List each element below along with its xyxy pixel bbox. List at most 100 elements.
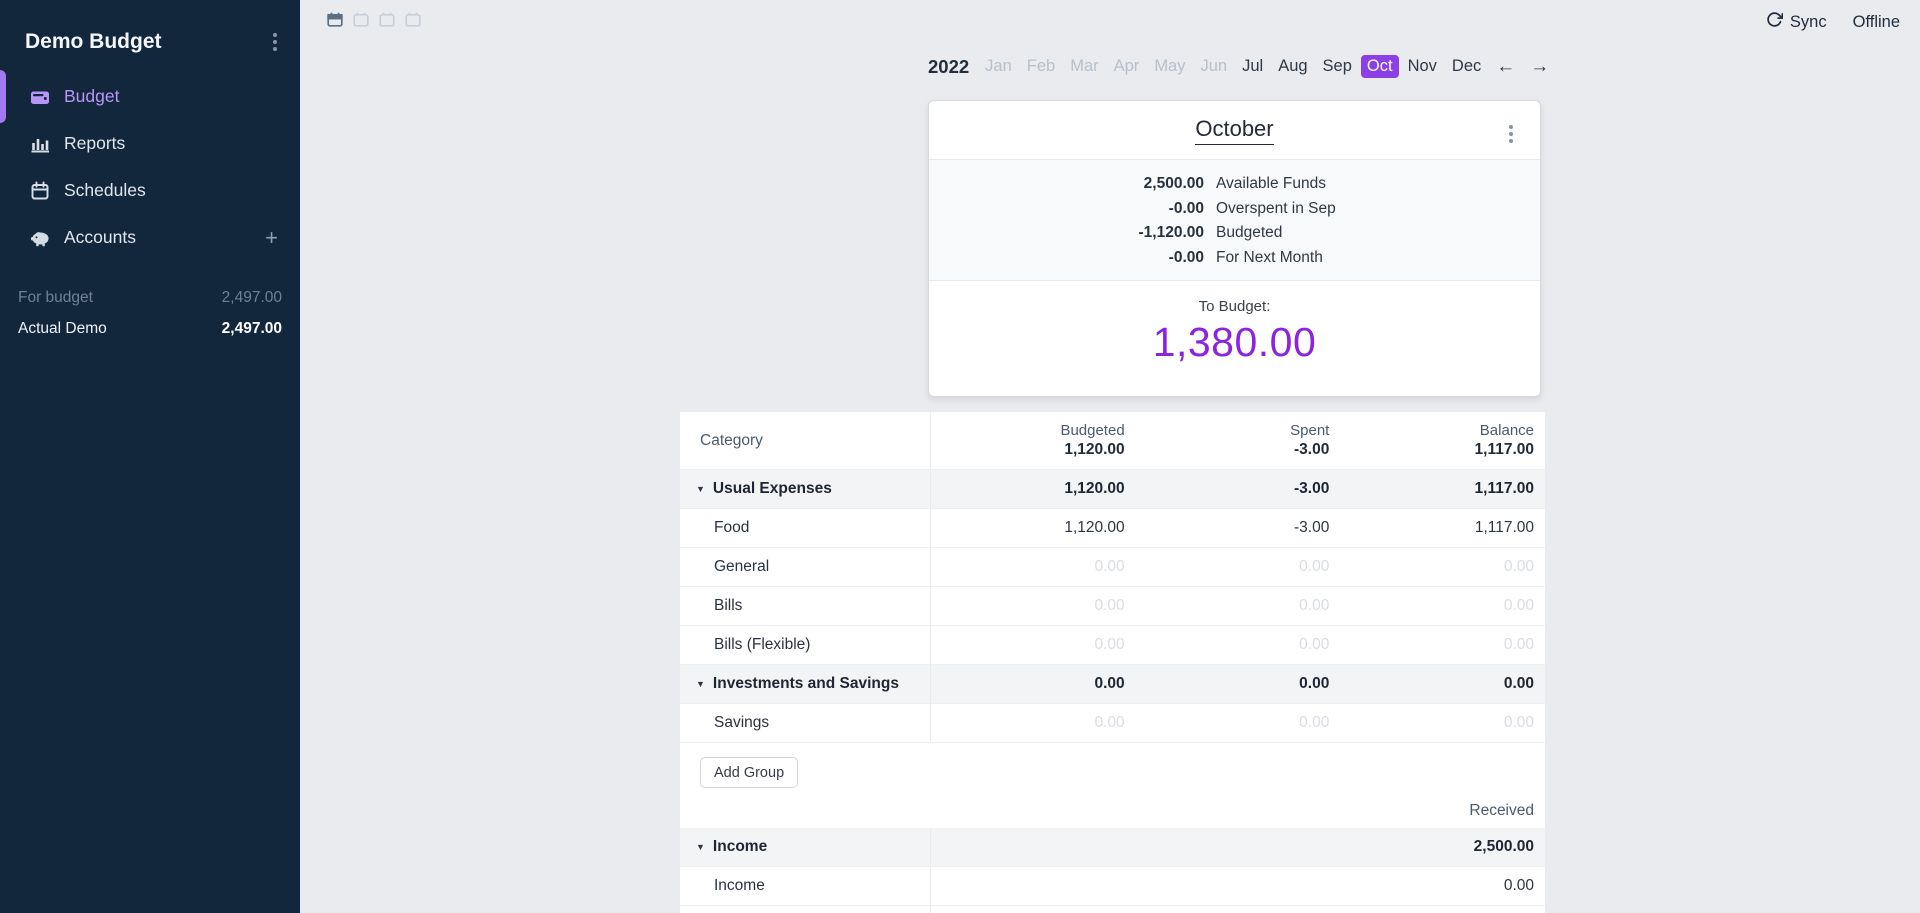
month-aug[interactable]: Aug (1278, 57, 1308, 75)
spent-cell[interactable]: -3.00 (1294, 519, 1330, 536)
category-column-header: Category (700, 431, 763, 449)
budget-file-menu-icon[interactable] (268, 28, 282, 56)
category-name[interactable]: Food (714, 519, 750, 536)
account-name: Actual Demo (18, 319, 107, 337)
budget-file-title: Demo Budget (25, 30, 162, 53)
to-budget-value[interactable]: 1,380.00 (1152, 319, 1317, 365)
for-budget-value: 2,497.00 (221, 288, 282, 306)
stat-value: -0.00 (1168, 248, 1204, 266)
column-label: Balance (1479, 422, 1535, 439)
spent-cell[interactable]: 0.00 (1299, 636, 1330, 653)
to-budget-label: To Budget: (1198, 298, 1271, 315)
sidebar-account-totals: For budget 2,497.00 Actual Demo 2,497.00 (18, 282, 282, 344)
month-menu-icon[interactable] (1504, 120, 1518, 148)
stat-value: -1,120.00 (1138, 224, 1205, 242)
spent-cell[interactable]: 0.00 (1299, 597, 1330, 614)
amount-column-headers: Budgeted 1,120.00 Spent -3.00 Balance 1,… (930, 412, 1545, 469)
budget-table: Category Budgeted 1,120.00 Spent -3.00 B… (680, 412, 1545, 913)
category-name[interactable]: Bills (Flexible) (714, 636, 811, 653)
column-total: 1,117.00 (1474, 441, 1535, 458)
month-feb[interactable]: Feb (1026, 57, 1056, 75)
month-mar[interactable]: Mar (1070, 57, 1099, 75)
column-total: 1,120.00 (1064, 441, 1125, 458)
stat-label: Budgeted (1216, 224, 1283, 242)
budgeted-cell[interactable]: 0.00 (1094, 597, 1125, 614)
received-cell[interactable]: 0.00 (930, 867, 1545, 905)
collapse-triangle-icon[interactable]: ▼ (696, 484, 705, 494)
month-title[interactable]: October (1195, 116, 1274, 145)
next-month-icon[interactable]: → (1530, 55, 1550, 77)
sidebar-item-budget[interactable]: Budget (0, 70, 300, 123)
budgeted-cell: 0.00 (1094, 675, 1125, 692)
sidebar-item-accounts[interactable]: Accounts + (0, 214, 300, 261)
month-sep[interactable]: Sep (1322, 57, 1352, 75)
sidebar-item-reports[interactable]: Reports (0, 120, 300, 167)
month-navigation: 2022 Jan Feb Mar Apr May Jun Jul Aug Sep… (928, 55, 1549, 78)
balance-cell[interactable]: 0.00 (1503, 714, 1535, 731)
spent-cell[interactable]: 0.00 (1299, 714, 1330, 731)
category-name[interactable]: General (714, 558, 770, 575)
one-month-view-icon[interactable] (327, 12, 343, 27)
offline-status: Offline (1852, 12, 1900, 31)
month-apr[interactable]: Apr (1113, 57, 1140, 75)
budgeted-cell: 1,120.00 (1064, 480, 1125, 497)
month-arrows: ← → (1496, 56, 1549, 78)
sync-label: Sync (1789, 12, 1827, 31)
spent-cell[interactable]: 0.00 (1299, 558, 1330, 575)
collapse-triangle-icon[interactable]: ▼ (696, 842, 705, 852)
account-item-actual-demo[interactable]: Actual Demo 2,497.00 (18, 313, 282, 344)
month-count-toggles (327, 12, 421, 27)
category-row-savings: Savings 0.00 0.00 0.00 (680, 704, 1545, 743)
group-row-usual-expenses: ▼ Usual Expenses 1,120.00 -3.00 1,117.00 (680, 470, 1545, 509)
budgeted-cell[interactable]: 1,120.00 (1064, 519, 1125, 536)
category-name[interactable]: Savings (714, 714, 770, 731)
two-month-view-icon[interactable] (353, 12, 369, 27)
budgeted-cell[interactable]: 0.00 (1094, 714, 1125, 731)
table-header: Category Budgeted 1,120.00 Spent -3.00 B… (680, 412, 1545, 470)
calendar-icon (30, 181, 50, 201)
spent-column-header: Spent -3.00 (1136, 412, 1341, 469)
month-jun[interactable]: Jun (1200, 57, 1228, 75)
stat-label: For Next Month (1216, 248, 1323, 266)
month-card-header: October (929, 101, 1540, 159)
month-dec[interactable]: Dec (1451, 57, 1482, 75)
spent-cell: -3.00 (1294, 480, 1330, 497)
month-nov[interactable]: Nov (1407, 57, 1437, 75)
group-name[interactable]: ▼ Usual Expenses (680, 470, 930, 508)
sidebar-nav: Budget Reports Schedules Accounts + (0, 70, 300, 261)
budgeted-cell[interactable]: 0.00 (1094, 558, 1125, 575)
three-month-view-icon[interactable] (379, 12, 395, 27)
category-name[interactable]: Income (714, 877, 765, 894)
budgeted-cell[interactable]: 0.00 (1094, 636, 1125, 653)
add-group-button[interactable]: Add Group (700, 757, 799, 788)
stat-value: -0.00 (1168, 199, 1204, 217)
month-summary-card: October 2,500.00 Available Funds -0.00 O… (928, 100, 1541, 397)
group-name[interactable]: ▼ Investments and Savings (680, 665, 930, 703)
month-jul[interactable]: Jul (1242, 57, 1264, 75)
collapse-triangle-icon[interactable]: ▼ (696, 679, 705, 689)
month-oct-selected[interactable]: Oct (1360, 55, 1399, 78)
category-row-food: Food 1,120.00 -3.00 1,117.00 (680, 509, 1545, 548)
sidebar-item-schedules[interactable]: Schedules (0, 167, 300, 214)
prev-month-icon[interactable]: ← (1496, 55, 1516, 77)
balance-cell[interactable]: 0.00 (1503, 636, 1535, 653)
category-row-bills: Bills 0.00 0.00 0.00 (680, 587, 1545, 626)
column-label: Spent (1290, 422, 1330, 439)
group-name[interactable]: ▼ Income (680, 828, 930, 866)
year-label: 2022 (928, 55, 970, 77)
four-month-view-icon[interactable] (405, 12, 421, 27)
column-total: -3.00 (1294, 441, 1330, 458)
received-total-cell: 2,500.00 (930, 828, 1545, 866)
balance-cell[interactable]: 1,117.00 (1474, 519, 1535, 536)
month-jan[interactable]: Jan (985, 57, 1012, 75)
balance-cell[interactable]: 0.00 (1503, 597, 1535, 614)
stat-overspent: -0.00 Overspent in Sep (929, 197, 1540, 222)
stat-budgeted: -1,120.00 Budgeted (929, 221, 1540, 246)
add-account-icon[interactable]: + (265, 224, 278, 250)
category-name[interactable]: Bills (714, 597, 743, 614)
column-label: Budgeted (1060, 422, 1125, 439)
balance-cell[interactable]: 0.00 (1503, 558, 1535, 575)
month-may[interactable]: May (1154, 57, 1186, 75)
sync-button[interactable]: Sync (1766, 11, 1827, 33)
for-budget-row[interactable]: For budget 2,497.00 (18, 282, 282, 313)
